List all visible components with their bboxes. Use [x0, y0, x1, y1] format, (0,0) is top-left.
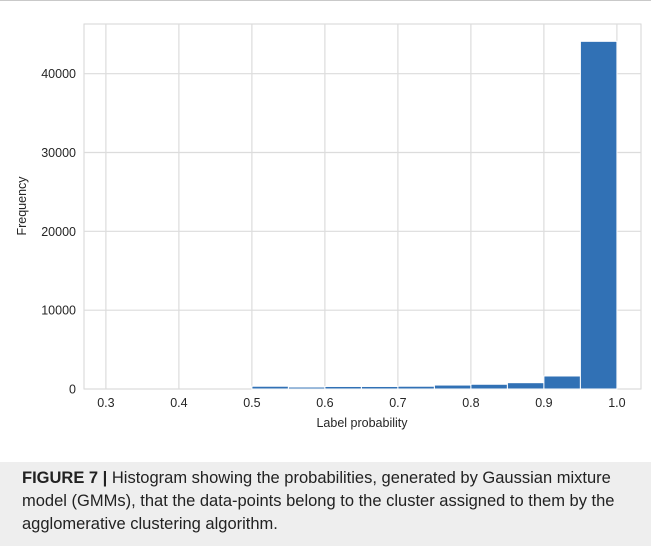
x-tick-label: 0.3 [97, 396, 114, 410]
grid-layer [84, 24, 641, 390]
y-tick-label: 30000 [41, 146, 76, 160]
figure-caption: FIGURE 7 | Histogram showing the probabi… [0, 462, 651, 546]
x-tick-labels: 0.3 0.4 0.5 0.6 0.7 0.8 0.9 1.0 [97, 396, 625, 410]
x-tick-label: 0.6 [316, 396, 333, 410]
y-tick-labels: 0 10000 20000 30000 40000 [41, 67, 76, 396]
histogram-bar [543, 375, 581, 390]
y-axis-title: Frequency [15, 176, 29, 236]
x-axis-title: Label probability [316, 416, 408, 430]
y-tick-label: 10000 [41, 304, 76, 318]
plot-area [83, 23, 642, 390]
histogram-bar [397, 385, 435, 390]
caption-text: FIGURE 7 | Histogram showing the probabi… [22, 467, 634, 536]
histogram-chart: 0.3 0.4 0.5 0.6 0.7 0.8 0.9 1.0 0 10000 20000 3000… [15, 23, 642, 430]
histogram-bar [251, 385, 289, 390]
histogram-bar [433, 384, 472, 390]
histogram-bar [506, 382, 545, 390]
x-tick-label: 0.9 [535, 396, 552, 410]
histogram-bar [470, 383, 508, 390]
x-tick-label: 1.0 [608, 396, 625, 410]
x-tick-label: 0.7 [389, 396, 406, 410]
histogram-bar [360, 385, 399, 390]
y-tick-label: 20000 [41, 225, 76, 239]
caption-body: Histogram showing the probabilities, gen… [22, 469, 615, 533]
histogram-bar [287, 386, 326, 390]
top-rule [0, 0, 651, 1]
histogram-bar [324, 385, 362, 390]
x-tick-label: 0.5 [243, 396, 260, 410]
x-tick-label: 0.8 [462, 396, 479, 410]
y-tick-label: 40000 [41, 67, 76, 81]
bar-layer [251, 40, 618, 390]
caption-label: FIGURE 7 | [22, 469, 108, 487]
y-tick-label: 0 [69, 383, 76, 397]
x-tick-label: 0.4 [170, 396, 187, 410]
histogram-bar [579, 40, 618, 390]
